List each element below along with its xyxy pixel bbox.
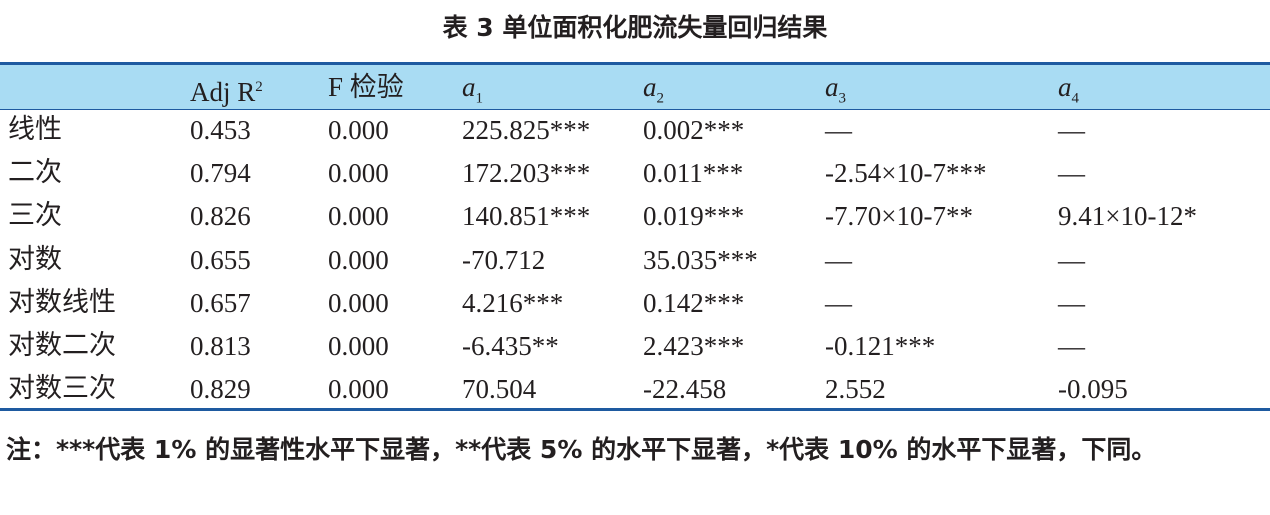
table-cell: — <box>1058 115 1085 145</box>
table-cell: 225.825*** <box>462 115 591 145</box>
table-cell: — <box>1058 158 1085 189</box>
table-cell: — <box>825 287 852 318</box>
table-cell: 0.000 <box>328 201 389 232</box>
table-cell: 0.655 <box>190 244 251 275</box>
table-cell: 0.000 <box>328 158 389 189</box>
table-cell: -7.70×10-7** <box>825 201 973 232</box>
table-cell: -22.458 <box>643 374 727 405</box>
table-cell: 172.203*** <box>462 158 591 189</box>
table-cell: 0.019*** <box>643 201 745 232</box>
table-cell: 0.657 <box>190 287 251 318</box>
table-cell: 0.000 <box>328 244 389 275</box>
header-cell: a4 <box>1058 72 1079 113</box>
table-cell: 35.035*** <box>643 244 758 275</box>
table-cell: -2.54×10-7*** <box>825 158 987 189</box>
table-cell: 0.794 <box>190 158 251 189</box>
header-subscript: 2 <box>656 90 665 107</box>
header-cell: a2 <box>643 72 664 113</box>
header-superscript: 2 <box>255 79 263 95</box>
table-cell: 70.504 <box>462 374 537 405</box>
table-cell: 0.826 <box>190 201 251 232</box>
row-label: 二次 <box>8 157 62 189</box>
header-subscript: 1 <box>475 90 484 107</box>
header-cell: a3 <box>825 72 846 113</box>
header-text: Adj R <box>190 77 256 107</box>
header-text: F 检验 <box>328 72 404 102</box>
table-cell: 0.813 <box>190 331 251 361</box>
row-label: 线性 <box>8 114 62 145</box>
row-label: 对数线性 <box>8 286 116 318</box>
row-label: 对数二次 <box>8 330 116 361</box>
table-cell: 0.453 <box>190 115 251 145</box>
table-cell: 4.216*** <box>462 287 564 318</box>
header-text: a <box>462 72 476 102</box>
table-cell: — <box>1058 287 1085 318</box>
table-cell: — <box>825 244 852 275</box>
table-title: 表 3 单位面积化肥流失量回归结果 <box>442 13 828 42</box>
header-text: a <box>1058 72 1072 102</box>
table-cell: 0.000 <box>328 115 389 145</box>
header-subscript: 4 <box>1071 90 1080 107</box>
header-text: a <box>825 72 839 102</box>
table-cell: 0.000 <box>328 287 389 318</box>
header-cell: F 检验 <box>328 72 404 102</box>
row-label: 对数 <box>8 243 62 275</box>
table-cell: -0.095 <box>1058 374 1128 405</box>
table-cell: -0.121*** <box>825 331 936 361</box>
table-cell: 140.851*** <box>462 201 591 232</box>
table-cell: 0.829 <box>190 374 251 405</box>
header-cell: Adj R2 <box>190 72 263 107</box>
table-cell: 9.41×10-12* <box>1058 201 1197 232</box>
table-cell: 0.000 <box>328 331 389 361</box>
header-text: a <box>643 72 657 102</box>
table-cell: — <box>1058 244 1085 275</box>
table-cell: — <box>1058 331 1085 361</box>
table-note: 注：***代表 1% 的显著性水平下显著，**代表 5% 的水平下显著，*代表 … <box>6 435 1157 464</box>
table-cell: 0.002*** <box>643 115 745 145</box>
table-cell: — <box>825 115 852 145</box>
table-cell: 0.142*** <box>643 287 745 318</box>
bottom-rule <box>0 408 1270 411</box>
header-subscript: 3 <box>838 90 847 107</box>
table-cell: -70.712 <box>462 244 546 275</box>
header-cell: a1 <box>462 72 483 113</box>
row-label: 对数三次 <box>8 373 116 405</box>
row-label: 三次 <box>8 200 62 232</box>
table-cell: 0.011*** <box>643 158 744 189</box>
table-cell: 0.000 <box>328 374 389 405</box>
table-cell: -6.435** <box>462 331 559 361</box>
header-band <box>0 62 1270 110</box>
table-cell: 2.423*** <box>643 331 745 361</box>
table-cell: 2.552 <box>825 374 886 405</box>
